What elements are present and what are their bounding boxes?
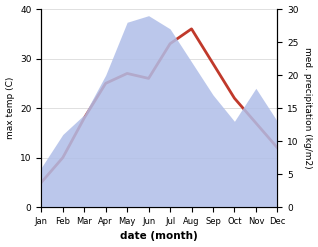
X-axis label: date (month): date (month) bbox=[121, 231, 198, 242]
Y-axis label: max temp (C): max temp (C) bbox=[5, 77, 15, 139]
Y-axis label: med. precipitation (kg/m2): med. precipitation (kg/m2) bbox=[303, 47, 313, 169]
